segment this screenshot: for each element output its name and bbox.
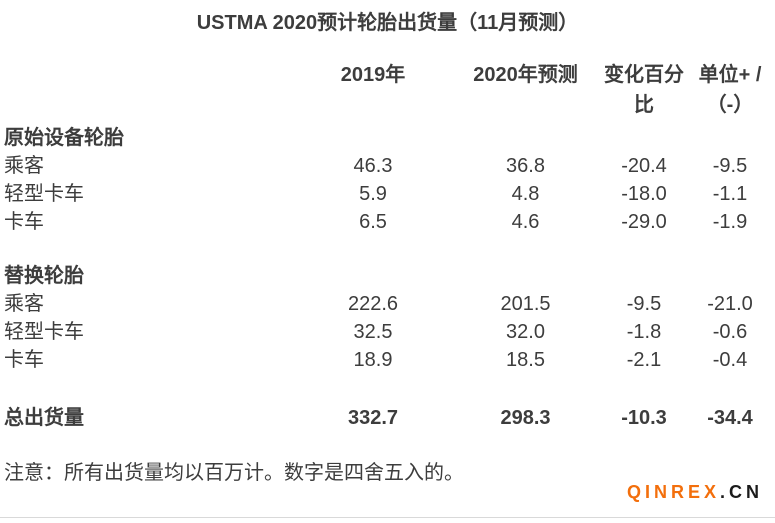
logo-text-primary: QINREX — [626, 482, 720, 502]
column-header-percent-change-line1: 变化百分 — [604, 64, 684, 86]
cell-percent-change: -9.5 — [626, 293, 662, 315]
table-row: 乘客 46.3 36.8 -20.4 -9.5 — [0, 152, 775, 180]
cell-unit-change: -21.0 — [707, 293, 753, 315]
table-row: 卡车 6.5 4.6 -29.0 -1.9 — [0, 208, 775, 236]
column-header-unit-change-line2: （-） — [706, 94, 754, 116]
cell-2019: 18.9 — [353, 349, 393, 371]
column-header-empty — [0, 60, 298, 124]
cell-2019: 5.9 — [359, 183, 387, 205]
cell-unit-change: -0.6 — [712, 321, 748, 343]
cell-2020: 32.0 — [506, 321, 545, 343]
cell-unit-change: -1.9 — [712, 211, 748, 233]
cell-percent-change: -20.4 — [621, 155, 667, 177]
cell-2020: 18.5 — [506, 349, 545, 371]
table-header-row: 2019年 2020年预测 变化百分 比 单位+ / （-） — [0, 60, 775, 124]
section-header-row-oe: 原始设备轮胎 — [0, 124, 775, 152]
cell-percent-change: -18.0 — [621, 183, 667, 205]
row-label: 乘客 — [4, 155, 44, 177]
table-row: 轻型卡车 32.5 32.0 -1.8 -0.6 — [0, 318, 775, 346]
cell-2020: 4.8 — [511, 183, 540, 205]
column-header-2019-line1: 2019年 — [340, 64, 406, 86]
page-title: USTMA 2020预计轮胎出货量（11月预测） — [196, 12, 579, 34]
row-label: 轻型卡车 — [4, 183, 84, 205]
cell-percent-change: -29.0 — [621, 211, 667, 233]
row-label: 卡车 — [4, 211, 44, 233]
column-header-2020-line1: 2020年预测 — [473, 64, 578, 86]
cell-2020: 36.8 — [506, 155, 545, 177]
column-header-unit-change-line1: 单位+ / — [698, 64, 762, 86]
shipment-table: 2019年 2020年预测 变化百分 比 单位+ / （-） 原始 — [0, 60, 775, 432]
spacer-row — [0, 236, 775, 262]
total-2019: 332.7 — [347, 407, 399, 429]
total-label: 总出货量 — [4, 407, 84, 429]
table-row: 轻型卡车 5.9 4.8 -18.0 -1.1 — [0, 180, 775, 208]
table-row: 卡车 18.9 18.5 -2.1 -0.4 — [0, 346, 775, 374]
total-percent-change: -10.3 — [621, 407, 667, 429]
cell-percent-change: -1.8 — [626, 321, 662, 343]
column-header-unit-change: 单位+ / （-） — [685, 60, 775, 124]
logo-text-tld: .CN — [720, 482, 763, 502]
cell-2019: 46.3 — [353, 155, 393, 177]
qinrex-logo: QINREX.CN — [627, 481, 763, 503]
section-title: 原始设备轮胎 — [4, 127, 124, 149]
total-2020: 298.3 — [500, 407, 551, 429]
footnote: 注意：所有出货量均以百万计。数字是四舍五入的。 — [4, 462, 464, 484]
cell-percent-change: -2.1 — [626, 349, 662, 371]
section-header-row-replacement: 替换轮胎 — [0, 262, 775, 290]
column-header-percent-change-line2: 比 — [634, 94, 654, 116]
section-title: 替换轮胎 — [4, 265, 84, 287]
cell-unit-change: -0.4 — [712, 349, 748, 371]
row-label: 卡车 — [4, 349, 44, 371]
bottom-divider — [0, 517, 775, 518]
column-header-2020-forecast: 2020年预测 — [448, 60, 603, 124]
cell-2019: 32.5 — [353, 321, 393, 343]
table-row: 乘客 222.6 201.5 -9.5 -21.0 — [0, 290, 775, 318]
cell-2019: 6.5 — [359, 211, 387, 233]
row-label: 乘客 — [4, 293, 44, 315]
column-header-percent-change: 变化百分 比 — [603, 60, 685, 124]
cell-2020: 201.5 — [500, 293, 551, 315]
cell-unit-change: -1.1 — [712, 183, 748, 205]
total-row: 总出货量 332.7 298.3 -10.3 -34.4 — [0, 404, 775, 432]
cell-2019: 222.6 — [347, 293, 399, 315]
column-header-2019: 2019年 — [298, 60, 448, 124]
spacer-row — [0, 374, 775, 404]
total-unit-change: -34.4 — [707, 407, 753, 429]
cell-unit-change: -9.5 — [712, 155, 748, 177]
cell-2020: 4.6 — [511, 211, 540, 233]
row-label: 轻型卡车 — [4, 321, 84, 343]
